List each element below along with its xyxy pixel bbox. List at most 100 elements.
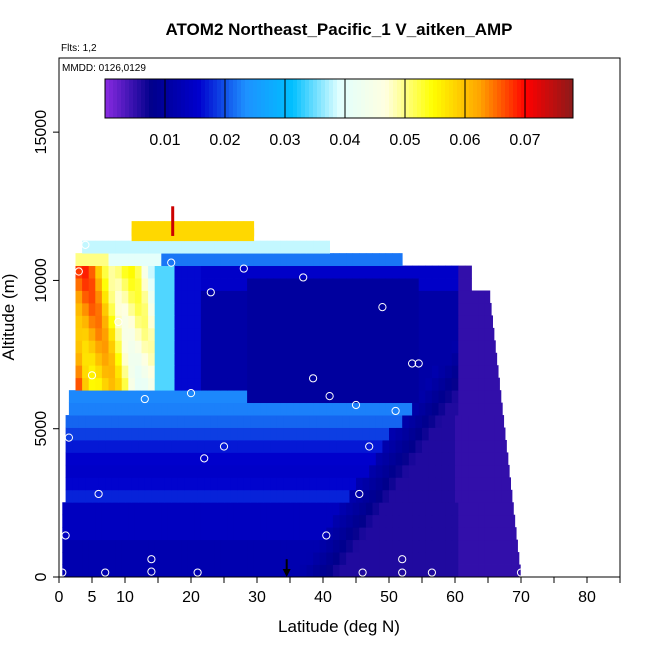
heatmap-cell xyxy=(501,489,509,503)
heatmap-cell xyxy=(181,278,189,291)
heatmap-cell xyxy=(253,402,261,416)
heatmap-cell xyxy=(214,315,222,329)
heatmap-cell xyxy=(481,477,489,491)
heatmap-cell xyxy=(280,327,288,341)
heatmap-cell xyxy=(194,527,202,541)
heatmap-cell xyxy=(240,402,248,416)
heatmap-cell xyxy=(161,527,169,541)
heatmap-cell xyxy=(266,352,274,366)
heatmap-cell xyxy=(200,240,208,254)
heatmap-cell xyxy=(227,564,235,578)
heatmap-cell xyxy=(504,564,512,578)
heatmap-cell xyxy=(250,439,258,453)
heatmap-cell xyxy=(468,415,476,428)
colorbar-swatch xyxy=(217,79,222,118)
heatmap-cell xyxy=(214,240,222,254)
colorbar-swatch xyxy=(465,79,470,118)
colorbar-swatch xyxy=(141,79,146,118)
heatmap-cell xyxy=(379,340,387,354)
heatmap-cell xyxy=(389,427,396,441)
heatmap-cell xyxy=(247,265,255,279)
heatmap-cell xyxy=(339,253,347,266)
heatmap-cell xyxy=(283,464,291,478)
heatmap-cell xyxy=(210,489,218,503)
heatmap-cell xyxy=(75,352,83,366)
x-tick-label: 60 xyxy=(446,589,464,606)
heatmap-cell xyxy=(65,452,73,466)
heatmap-cell xyxy=(365,352,373,366)
heatmap-cell xyxy=(191,439,198,453)
heatmap-cell xyxy=(82,302,90,316)
heatmap-cell xyxy=(293,290,301,304)
heatmap-cell xyxy=(290,464,297,478)
heatmap-cell xyxy=(306,552,314,565)
heatmap-cell xyxy=(88,340,96,354)
heatmap-cell xyxy=(326,514,334,528)
heatmap-cell xyxy=(151,415,159,428)
heatmap-cell xyxy=(125,452,132,466)
heatmap-cell xyxy=(220,502,228,516)
heatmap-cell xyxy=(306,315,314,329)
heatmap-cell xyxy=(385,514,393,528)
heatmap-cell xyxy=(339,377,347,391)
heatmap-cell xyxy=(398,552,406,565)
heatmap-cell xyxy=(405,502,413,516)
heatmap-cell xyxy=(177,415,185,428)
heatmap-cell xyxy=(247,552,255,565)
heatmap-cell xyxy=(101,514,109,528)
heatmap-cell xyxy=(299,315,307,329)
heatmap-cell xyxy=(392,340,400,354)
heatmap-cell xyxy=(82,552,90,565)
heatmap-cell xyxy=(134,402,142,416)
heatmap-cell xyxy=(204,415,212,428)
heatmap-cell xyxy=(75,552,83,565)
heatmap-cell xyxy=(174,278,182,291)
heatmap-cell xyxy=(253,240,261,254)
heatmap-cell xyxy=(243,221,251,237)
heatmap-cell xyxy=(372,352,380,366)
heatmap-cell xyxy=(108,290,116,304)
heatmap-cell xyxy=(266,340,274,354)
heatmap-cell xyxy=(484,502,492,516)
heatmap-cell xyxy=(214,265,222,279)
heatmap-cell xyxy=(283,427,291,441)
heatmap-cell xyxy=(329,489,337,503)
heatmap-cell xyxy=(329,452,337,466)
heatmap-cell xyxy=(88,527,96,541)
heatmap-cell xyxy=(144,415,152,428)
heatmap-cell xyxy=(415,415,423,428)
heatmap-cell xyxy=(382,464,390,478)
x-tick-label: 70 xyxy=(512,589,530,606)
heatmap-cell xyxy=(276,452,284,466)
heatmap-cell xyxy=(233,564,241,578)
heatmap-cell xyxy=(385,327,393,341)
heatmap-cell xyxy=(342,452,350,466)
heatmap-cell xyxy=(296,489,304,503)
heatmap-cell xyxy=(111,477,119,491)
heatmap-cell xyxy=(441,477,449,491)
colorbar-swatch xyxy=(497,79,502,118)
heatmap-cell xyxy=(207,340,215,354)
heatmap-cell xyxy=(398,514,406,528)
heatmap-cell xyxy=(412,302,420,316)
heatmap-cell xyxy=(435,477,443,491)
heatmap-cell xyxy=(197,415,205,428)
heatmap-cell xyxy=(280,240,288,254)
heatmap-cell xyxy=(445,502,453,516)
heatmap-cell xyxy=(398,402,406,416)
heatmap-cell xyxy=(316,439,324,453)
heatmap-cell xyxy=(207,539,215,553)
heatmap-cell xyxy=(174,564,182,578)
heatmap-cell xyxy=(247,564,255,578)
heatmap-cell xyxy=(306,278,314,291)
heatmap-cell xyxy=(316,477,324,491)
heatmap-cell xyxy=(313,278,321,291)
heatmap-cell xyxy=(65,464,73,478)
heatmap-cell xyxy=(398,564,406,578)
heatmap-cell xyxy=(392,402,400,416)
heatmap-cell xyxy=(154,552,162,565)
heatmap-cell xyxy=(108,278,116,291)
heatmap-cell xyxy=(319,390,327,404)
heatmap-cell xyxy=(458,402,466,416)
heatmap-cell xyxy=(359,514,367,528)
